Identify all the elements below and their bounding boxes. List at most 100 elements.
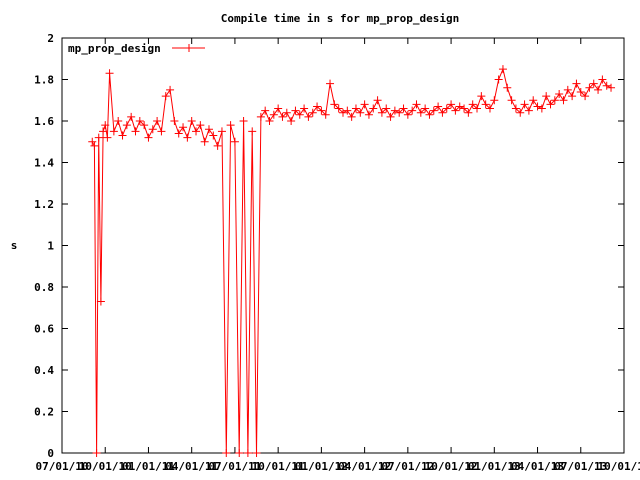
data-point-marker <box>516 108 525 117</box>
data-point-marker <box>408 106 417 115</box>
data-point-marker <box>148 125 157 134</box>
data-point-marker <box>546 100 555 109</box>
data-point-marker <box>507 96 516 105</box>
y-tick-label: 1.2 <box>34 198 54 211</box>
data-point-marker <box>226 121 235 130</box>
data-point-marker <box>373 96 382 105</box>
data-point-marker <box>252 449 261 457</box>
data-point-marker <box>356 108 365 117</box>
data-point-marker <box>382 104 391 113</box>
data-point-marker <box>369 104 378 113</box>
y-tick-label: 0.2 <box>34 406 54 419</box>
data-point-marker <box>503 83 512 92</box>
data-point-marker <box>170 117 179 125</box>
data-point-marker <box>274 104 283 113</box>
data-point-marker <box>161 92 170 101</box>
x-tick-label: 07/01/12 <box>381 460 434 473</box>
series-layer <box>88 65 616 457</box>
data-point-marker <box>555 90 564 99</box>
data-point-marker <box>364 110 373 119</box>
data-point-marker <box>144 133 153 142</box>
data-point-marker <box>88 137 97 146</box>
x-tick-label: 10/01/12 <box>425 460 478 473</box>
data-point-marker <box>278 112 287 121</box>
data-point-marker <box>399 104 408 113</box>
y-tick-label: 1.8 <box>34 74 54 87</box>
x-tick-label: 10/01/11 <box>252 460 305 473</box>
data-point-marker <box>330 100 339 109</box>
chart-title: Compile time in s for mp_prop_design <box>221 12 459 25</box>
y-tick-label: 0.6 <box>34 323 54 336</box>
x-tick-label: 01/01/13 <box>468 460 521 473</box>
data-point-marker <box>607 83 616 92</box>
data-point-marker <box>395 108 404 117</box>
y-tick-label: 0.8 <box>34 281 54 294</box>
data-point-marker <box>490 96 499 105</box>
data-point-marker <box>90 141 99 150</box>
data-point-marker <box>127 112 136 121</box>
data-point-marker <box>442 104 451 113</box>
data-point-marker <box>542 92 551 101</box>
data-point-marker <box>183 133 192 142</box>
data-point-marker <box>473 104 482 113</box>
data-point-marker <box>339 108 347 117</box>
y-tick-label: 1.4 <box>34 157 54 170</box>
y-tick-label: 2 <box>47 32 54 45</box>
y-axis-ticks: 0 0.2 0.4 0.6 0.8 1 1.2 1.4 1.6 1.8 2 <box>34 32 624 460</box>
data-point-marker <box>96 297 105 306</box>
data-point-marker <box>94 133 103 142</box>
data-point-marker <box>377 108 386 117</box>
data-point-marker <box>209 131 218 140</box>
data-point-marker <box>187 117 196 125</box>
data-point-marker <box>122 121 131 130</box>
y-tick-label: 1 <box>47 240 54 253</box>
x-tick-label: 10/01/10 <box>79 460 132 473</box>
data-point-marker <box>326 79 335 88</box>
data-point-marker <box>105 69 114 78</box>
data-point-marker <box>494 75 503 84</box>
data-point-marker <box>265 117 274 125</box>
data-point-marker <box>239 117 248 125</box>
data-point-marker <box>403 110 412 119</box>
data-point-marker <box>477 92 486 101</box>
data-point-marker <box>174 129 183 138</box>
data-point-marker <box>166 85 175 94</box>
data-point-marker <box>295 110 304 119</box>
data-point-marker <box>282 108 291 117</box>
x-tick-label: 04/01/11 <box>165 460 218 473</box>
data-point-marker <box>313 102 322 111</box>
y-tick-label: 0 <box>47 447 54 460</box>
data-point-marker <box>217 127 226 136</box>
data-point-marker <box>425 110 434 119</box>
data-point-marker <box>317 106 326 115</box>
data-point-marker <box>321 110 330 119</box>
data-point-marker <box>92 449 101 457</box>
data-point-marker <box>213 141 222 150</box>
data-point-marker <box>101 121 110 130</box>
data-point-marker <box>598 75 607 84</box>
data-point-marker <box>460 104 469 113</box>
data-point-marker <box>230 137 239 146</box>
x-tick-label: 01/01/11 <box>122 460 175 473</box>
data-point-marker <box>602 81 611 90</box>
data-point-marker <box>351 104 360 113</box>
data-point-marker <box>109 127 118 136</box>
data-point-marker <box>464 108 473 117</box>
data-point-marker <box>157 127 166 136</box>
data-point-marker <box>438 108 447 117</box>
legend: mp_prop_design <box>68 42 205 55</box>
data-point-marker <box>429 106 438 115</box>
data-point-marker <box>304 112 313 121</box>
data-point-marker <box>524 106 533 115</box>
data-point-marker <box>118 131 127 140</box>
data-point-marker <box>243 449 252 457</box>
data-point-marker <box>114 117 123 125</box>
data-point-marker <box>204 125 213 134</box>
data-point-marker <box>485 104 494 113</box>
x-tick-label: 07/01/13 <box>554 460 607 473</box>
data-point-marker <box>576 87 585 96</box>
data-point-marker <box>308 108 317 117</box>
data-point-marker <box>434 102 443 111</box>
data-point-marker <box>131 127 140 136</box>
data-point-marker <box>537 104 546 113</box>
